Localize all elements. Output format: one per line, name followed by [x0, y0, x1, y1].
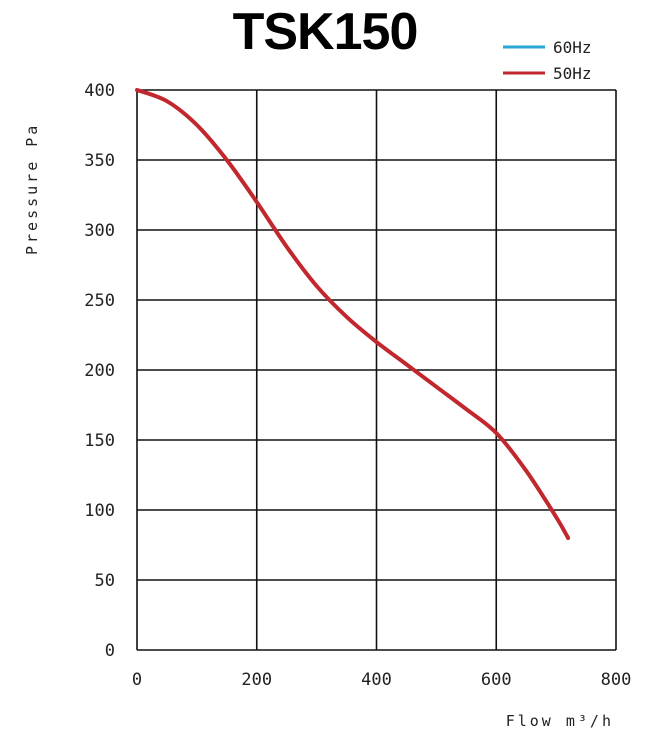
y-axis-label: Pressure Pa: [23, 123, 41, 255]
x-tick-label-0: 0: [132, 670, 142, 690]
y-tick-label-200: 200: [84, 361, 115, 381]
x-tick-label-600: 600: [481, 670, 512, 690]
chart-title: TSK150: [232, 3, 419, 61]
x-tick-label-200: 200: [241, 670, 272, 690]
legend-label-50Hz: 50Hz: [553, 64, 592, 83]
tick-labels: 0 50 100 150 200 250 300 350 400 0 200 400 600 800: [84, 81, 631, 690]
y-tick-label-400: 400: [84, 81, 115, 101]
x-tick-label-400: 400: [361, 670, 392, 690]
y-tick-label-100: 100: [84, 501, 115, 521]
y-tick-label-50: 50: [95, 571, 115, 591]
legend-label-60Hz: 60Hz: [553, 38, 592, 57]
series-line-50Hz: [135, 88, 571, 540]
y-tick-label-250: 250: [84, 291, 115, 311]
legend: 60Hz 50Hz: [503, 38, 592, 83]
y-tick-label-300: 300: [84, 221, 115, 241]
x-axis-label: Flow m³/h: [506, 712, 614, 730]
grid: [136, 89, 617, 651]
y-tick-label-0: 0: [105, 641, 115, 661]
y-tick-label-150: 150: [84, 431, 115, 451]
x-tick-label-800: 800: [601, 670, 632, 690]
y-tick-label-350: 350: [84, 151, 115, 171]
series-lines: [135, 88, 571, 540]
